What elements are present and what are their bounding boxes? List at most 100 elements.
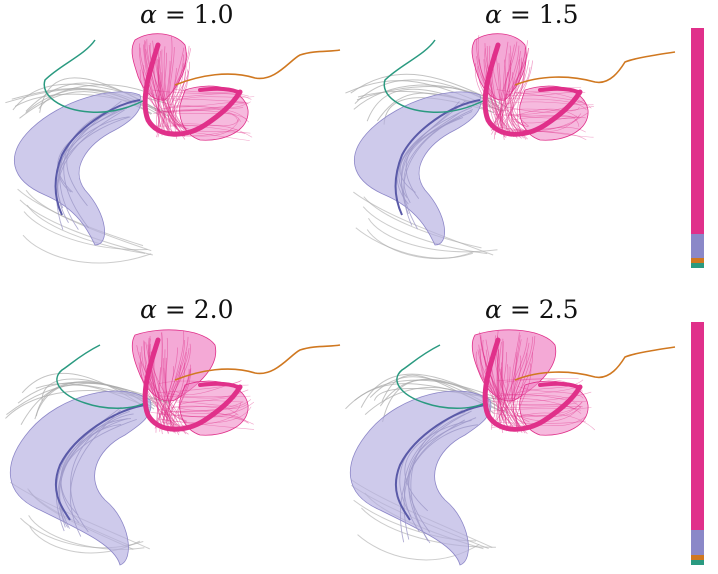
gray-streamline [19, 199, 153, 256]
lavender-streamline [58, 116, 130, 193]
panel-1 [0, 30, 345, 270]
pink-fiber [502, 394, 582, 408]
pink-fiber [172, 405, 239, 416]
lavender-streamline [66, 108, 122, 207]
colorbar-segment [691, 565, 704, 570]
colorbar-segment [691, 28, 704, 234]
alpha-value: = 1.0 [164, 0, 234, 29]
pink-fiber [168, 93, 252, 100]
pink-fiber [161, 410, 254, 425]
pink-fiber [177, 129, 251, 134]
orange-streamline [514, 51, 676, 86]
lavender-region [354, 91, 482, 246]
pink-fiber [514, 112, 589, 132]
panel-3 [0, 325, 345, 570]
pink-fiber [485, 349, 530, 423]
lavender-streamline [399, 424, 478, 543]
orange-streamline [174, 344, 341, 381]
pink-fiber [506, 127, 586, 133]
gray-streamline [350, 73, 494, 102]
lavender-streamline [70, 413, 134, 533]
gray-streamline [366, 229, 474, 260]
pink-fiber [492, 398, 581, 411]
pink-fiber [482, 339, 519, 431]
lavender-streamline [403, 117, 461, 226]
pink-fiber [508, 130, 594, 138]
pink-fiber [161, 363, 185, 431]
gray-streamline [26, 204, 146, 254]
pink-fiber [174, 65, 187, 139]
colorbar-segment [691, 560, 704, 566]
lavender-streamline [396, 100, 466, 205]
colorbar-segment [691, 268, 704, 273]
pink-fiber [496, 89, 586, 105]
teal-streamline [43, 39, 146, 114]
pink-fiber [513, 336, 533, 424]
lavender-streamline [410, 412, 466, 542]
gray-streamline [361, 507, 496, 548]
gray-streamline [360, 373, 496, 408]
pink-fiber [496, 378, 579, 381]
center-streamline [394, 404, 486, 521]
pink-fiber [483, 59, 515, 138]
pink-main-streamline [482, 337, 583, 432]
pink-fiber [519, 412, 596, 431]
colorbar-segment [691, 322, 704, 531]
pink-fiber [502, 101, 594, 106]
gray-streamline [35, 383, 170, 403]
lavender-streamline [398, 106, 473, 198]
pink-fiber [500, 338, 508, 432]
gray-streamline [12, 83, 167, 111]
pink-fiber [139, 43, 162, 130]
gray-streamline [368, 217, 498, 253]
panel-2-figure [345, 33, 676, 260]
lavender-region [14, 91, 142, 246]
pink-fiber [152, 89, 249, 97]
pink-fiber [510, 116, 581, 121]
gray-streamline [362, 206, 488, 255]
pink-fiber [516, 402, 577, 406]
pink-fiber [477, 349, 512, 422]
lavender-streamline [407, 417, 477, 533]
alpha-symbol: α [485, 0, 502, 29]
colorbar-segment [691, 530, 704, 556]
gray-streamline [354, 379, 497, 401]
lavender-streamline [60, 424, 122, 516]
pink-fiber [163, 46, 186, 140]
panel-3-figure [5, 329, 341, 566]
gray-streamline [355, 227, 473, 259]
pink-fiber [514, 351, 529, 430]
center-streamline [394, 99, 481, 216]
pink-fiber [170, 369, 191, 429]
panel-title-1: α = 1.0 [140, 0, 234, 29]
teal-streamline [56, 344, 146, 409]
colorbar-segment [691, 555, 704, 561]
pink-fiber [179, 413, 249, 424]
pink-fiber [152, 125, 253, 138]
pink-main-branch [198, 86, 240, 94]
alpha-value: = 2.5 [509, 295, 579, 324]
figure-group [5, 329, 341, 566]
pink-fiber [148, 44, 178, 129]
pink-fiber [508, 53, 522, 132]
pink-fiber [500, 406, 583, 408]
pink-fiber [163, 102, 249, 107]
lavender-region [349, 390, 492, 566]
pink-fiber [498, 106, 580, 112]
center-streamline [54, 99, 141, 216]
pink-fiber [515, 335, 536, 432]
pink-fiber [165, 348, 190, 424]
pink-fiber [167, 105, 241, 122]
pink-fiber [490, 391, 592, 403]
teal-streamline [396, 344, 486, 409]
pink-fiber [484, 355, 508, 426]
pink-fiber [498, 62, 504, 130]
pink-fiber [493, 99, 585, 116]
pink-fiber [505, 60, 522, 133]
pink-fiber [154, 340, 185, 429]
center-streamline [54, 404, 146, 521]
alpha-value: = 1.5 [509, 0, 579, 29]
pink-fiber [175, 400, 238, 407]
alpha-value: = 2.0 [164, 295, 234, 324]
pink-fiber [162, 413, 238, 426]
